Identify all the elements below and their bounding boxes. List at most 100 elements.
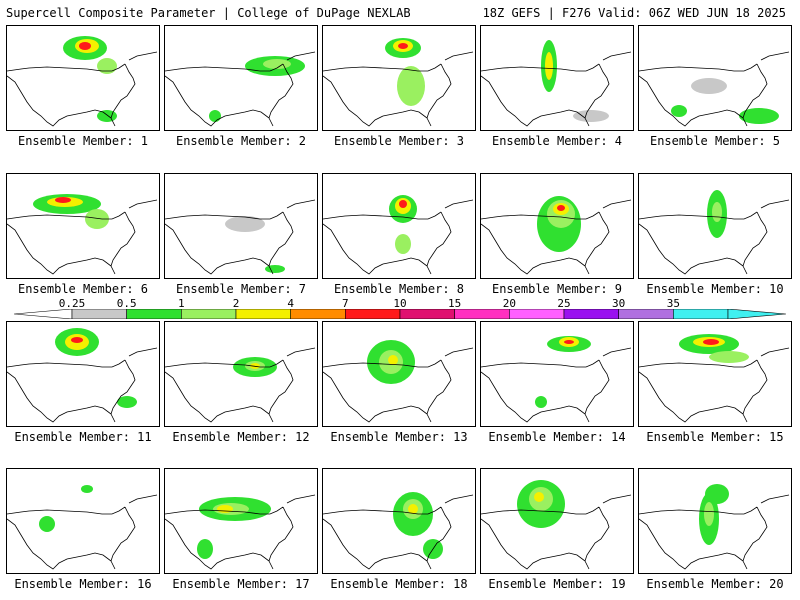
- scp-shading: [71, 337, 83, 343]
- colorbar-segment: [181, 309, 237, 319]
- colorbar-tick-label: 0.25: [58, 297, 86, 310]
- chart-title: Supercell Composite Parameter | College …: [6, 6, 411, 20]
- scp-shading: [534, 492, 544, 502]
- scp-shading: [55, 197, 71, 203]
- member-caption: Ensemble Member: 12: [172, 430, 310, 444]
- scp-shading: [209, 110, 221, 122]
- scp-shading: [388, 355, 398, 365]
- scp-map-graphic: [165, 347, 316, 423]
- ensemble-map-12: [164, 321, 318, 427]
- coastline-border: [639, 347, 790, 423]
- colorbar-segment: [399, 309, 455, 319]
- scp-shading: [709, 351, 749, 363]
- ensemble-map-10: [638, 173, 792, 279]
- scp-shading: [704, 502, 714, 526]
- ensemble-map-8: [322, 173, 476, 279]
- ensemble-map-1: [6, 25, 160, 131]
- colorbar-tick-label: 0.5: [116, 297, 137, 310]
- scp-shading: [397, 66, 425, 106]
- colorbar-tick-label: 2: [232, 297, 240, 310]
- scp-shading: [97, 110, 117, 122]
- scp-shading: [671, 105, 687, 117]
- scp-shading: [85, 209, 109, 229]
- scp-map-graphic: [481, 40, 632, 127]
- ensemble-map-13: [322, 321, 476, 427]
- colorbar-tick-label: 35: [666, 297, 680, 310]
- scp-map-graphic: [7, 194, 158, 275]
- coastline-border: [7, 494, 158, 570]
- member-caption: Ensemble Member: 18: [330, 577, 468, 591]
- ensemble-map-11: [6, 321, 160, 427]
- member-caption: Ensemble Member: 7: [175, 282, 307, 296]
- coastline-border: [323, 199, 474, 275]
- colorbar-segment: [71, 309, 127, 319]
- member-caption: Ensemble Member: 17: [172, 577, 310, 591]
- ensemble-map-4: [480, 25, 634, 131]
- coastline-border: [165, 347, 316, 423]
- colorbar-tick-label: 10: [393, 297, 407, 310]
- scp-map-graphic: [165, 51, 316, 127]
- ensemble-map-5: [638, 25, 792, 131]
- scp-shading: [225, 216, 265, 232]
- scp-shading: [399, 200, 407, 208]
- coastline-border: [323, 347, 474, 423]
- colorbar-segment: [126, 309, 182, 319]
- scp-map-graphic: [323, 38, 474, 127]
- scp-shading: [79, 42, 91, 50]
- scp-shading: [573, 110, 609, 122]
- coastline-border: [481, 51, 632, 127]
- colorbar-tick-label: 30: [612, 297, 626, 310]
- colorbar-segment: [290, 309, 346, 319]
- scp-map-graphic: [7, 36, 158, 127]
- scp-shading: [117, 396, 137, 408]
- scp-map-graphic: [323, 492, 474, 570]
- coastline-border: [165, 199, 316, 275]
- member-caption: Ensemble Member: 6: [17, 282, 149, 296]
- scp-shading: [703, 339, 719, 345]
- member-caption: Ensemble Member: 8: [333, 282, 465, 296]
- colorbar-low-tip: [14, 309, 73, 319]
- scp-map-graphic: [323, 340, 474, 423]
- scp-shading: [557, 205, 565, 211]
- scp-map-graphic: [639, 51, 790, 127]
- scp-shading: [265, 265, 285, 273]
- scp-map-graphic: [165, 199, 316, 275]
- ensemble-map-7: [164, 173, 318, 279]
- scp-map-graphic: [7, 485, 158, 570]
- member-caption: Ensemble Member: 11: [14, 430, 152, 444]
- scp-map-graphic: [481, 480, 632, 570]
- coastline-border: [165, 51, 316, 127]
- member-caption: Ensemble Member: 1: [17, 134, 149, 148]
- ensemble-map-20: [638, 468, 792, 574]
- scp-shading: [398, 43, 408, 49]
- ensemble-map-16: [6, 468, 160, 574]
- colorbar-segment: [454, 309, 510, 319]
- colorbar-tick-label: 20: [502, 297, 516, 310]
- member-caption: Ensemble Member: 10: [646, 282, 784, 296]
- member-caption: Ensemble Member: 13: [330, 430, 468, 444]
- coastline-border: [481, 199, 632, 275]
- colorbar-segment: [509, 309, 565, 319]
- scp-shading: [81, 485, 93, 493]
- scp-shading: [97, 58, 117, 74]
- ensemble-map-19: [480, 468, 634, 574]
- ensemble-map-9: [480, 173, 634, 279]
- member-caption: Ensemble Member: 14: [488, 430, 626, 444]
- scp-shading: [39, 516, 55, 532]
- colorbar-segment: [345, 309, 401, 319]
- colorbar-high-tip: [727, 309, 786, 319]
- scp-shading: [408, 504, 418, 514]
- scp-map-graphic: [639, 190, 790, 275]
- coastline-border: [481, 494, 632, 570]
- colorbar-tick-label: 7: [342, 297, 349, 310]
- colorbar-segment: [235, 309, 291, 319]
- scp-shading: [535, 396, 547, 408]
- member-caption: Ensemble Member: 4: [491, 134, 623, 148]
- member-caption: Ensemble Member: 19: [488, 577, 626, 591]
- scp-shading: [739, 108, 779, 124]
- model-run-info: 18Z GEFS | F276 Valid: 06Z WED JUN 18 20…: [482, 6, 786, 20]
- scp-shading: [395, 234, 411, 254]
- colorbar-tick-label: 15: [448, 297, 462, 310]
- member-caption: Ensemble Member: 9: [491, 282, 623, 296]
- coastline-border: [7, 347, 158, 423]
